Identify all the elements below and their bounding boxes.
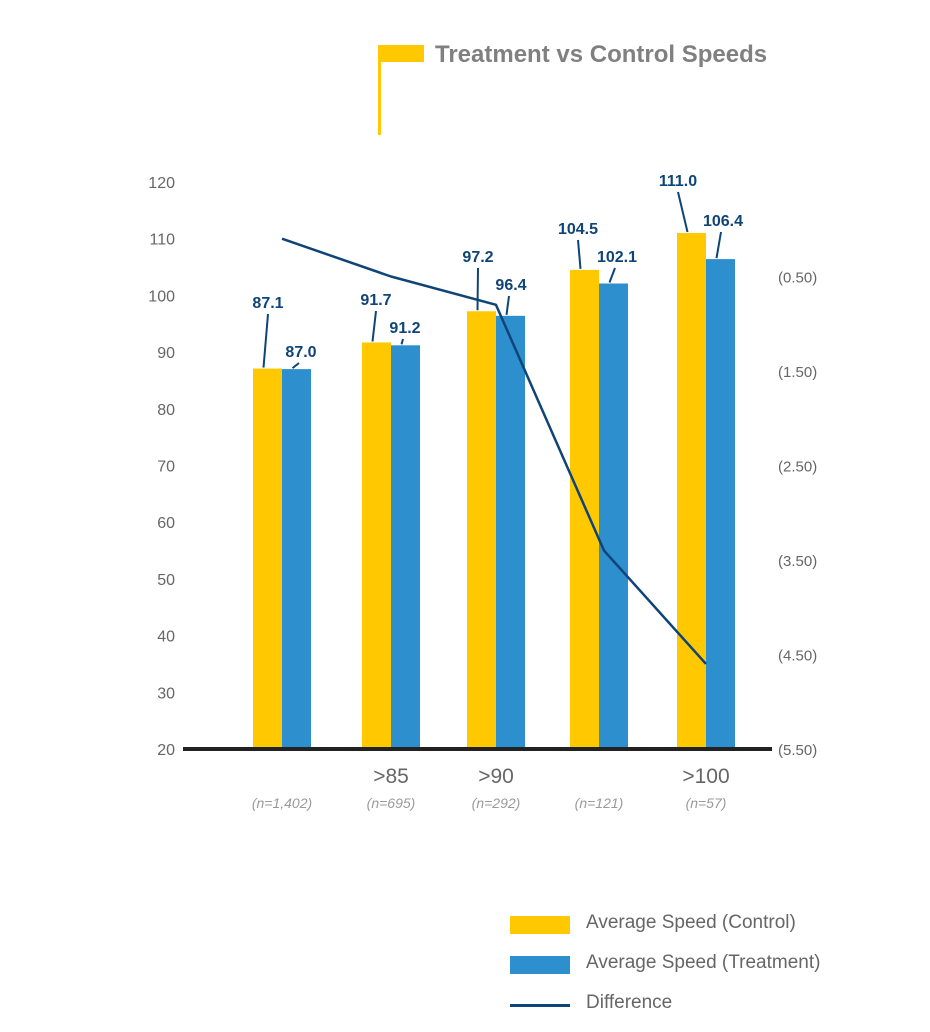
control-label-leader bbox=[476, 267, 479, 311]
chart-title: Treatment vs Control Speeds bbox=[435, 41, 768, 68]
y2-tick-label: (1.50) bbox=[778, 364, 817, 381]
y2-tick-label: (2.50) bbox=[778, 459, 817, 476]
legend-label-difference: Difference bbox=[586, 992, 673, 1013]
treatment-data-label: 87.0 bbox=[285, 344, 316, 361]
control-data-label: 87.1 bbox=[252, 295, 283, 312]
y-tick-label: 40 bbox=[157, 629, 175, 646]
treatment-data-label: 96.4 bbox=[495, 277, 526, 294]
y2-tick-label: (4.50) bbox=[778, 648, 817, 665]
y2-tick-label: (3.50) bbox=[778, 553, 817, 570]
x-sample-size-label: (n=292) bbox=[472, 795, 521, 811]
x-sample-size-label: (n=695) bbox=[367, 795, 416, 811]
bar-treatment bbox=[282, 369, 311, 749]
x-sample-size-label: (n=57) bbox=[686, 795, 727, 811]
y-tick-label: 80 bbox=[157, 402, 175, 419]
x-sample-size-label: (n=1,402) bbox=[252, 795, 312, 811]
bar-treatment bbox=[706, 259, 735, 749]
y-tick-label: 70 bbox=[157, 459, 175, 476]
treatment-data-label: 102.1 bbox=[597, 249, 637, 266]
control-data-label: 111.0 bbox=[659, 173, 697, 190]
legend-swatch-control bbox=[510, 916, 570, 934]
y-tick-label: 50 bbox=[157, 572, 175, 589]
treatment-data-label: 91.2 bbox=[389, 320, 420, 337]
y-tick-label: 120 bbox=[148, 175, 175, 192]
bar-control bbox=[570, 269, 599, 749]
x-category-label: >100 bbox=[682, 765, 729, 788]
y-tick-label: 30 bbox=[157, 685, 175, 702]
legend-swatch-treatment bbox=[510, 956, 570, 974]
y2-tick-label: (5.50) bbox=[778, 742, 817, 759]
control-data-label: 97.2 bbox=[462, 249, 493, 266]
control-label-leader bbox=[677, 191, 689, 233]
title-marker-stem bbox=[378, 45, 381, 135]
x-category-label: >90 bbox=[478, 765, 514, 788]
y-tick-label: 90 bbox=[157, 345, 175, 362]
control-label-leader bbox=[262, 313, 269, 368]
y-tick-label: 60 bbox=[157, 515, 175, 532]
y-tick-label: 110 bbox=[149, 232, 175, 249]
control-data-label: 104.5 bbox=[558, 221, 598, 238]
legend-label-treatment: Average Speed (Treatment) bbox=[586, 952, 821, 973]
treatment-label-leader bbox=[715, 231, 722, 259]
x-sample-size-label: (n=121) bbox=[575, 795, 624, 811]
difference-line bbox=[281, 237, 707, 665]
control-label-leader bbox=[371, 310, 377, 342]
control-label-leader bbox=[577, 239, 582, 269]
y-tick-label: 20 bbox=[157, 742, 175, 759]
x-category-label: >85 bbox=[373, 765, 409, 788]
bar-control bbox=[253, 368, 282, 749]
bar-control bbox=[362, 342, 391, 749]
y-tick-label: 100 bbox=[148, 288, 175, 305]
treatment-label-leader bbox=[400, 338, 404, 345]
treatment-label-leader bbox=[291, 362, 300, 369]
bar-treatment bbox=[391, 345, 420, 749]
control-data-label: 91.7 bbox=[360, 292, 391, 309]
bar-control bbox=[467, 311, 496, 749]
treatment-data-label: 106.4 bbox=[703, 213, 743, 230]
treatment-label-leader bbox=[505, 295, 510, 315]
bar-control bbox=[677, 233, 706, 749]
bar-treatment bbox=[496, 315, 525, 749]
title-marker-bar bbox=[378, 45, 424, 62]
treatment-label-leader bbox=[608, 267, 616, 283]
legend-swatch-difference bbox=[510, 1004, 570, 1007]
legend-label-control: Average Speed (Control) bbox=[586, 912, 796, 933]
bar-treatment bbox=[599, 283, 628, 749]
y2-tick-label: (0.50) bbox=[778, 270, 817, 287]
